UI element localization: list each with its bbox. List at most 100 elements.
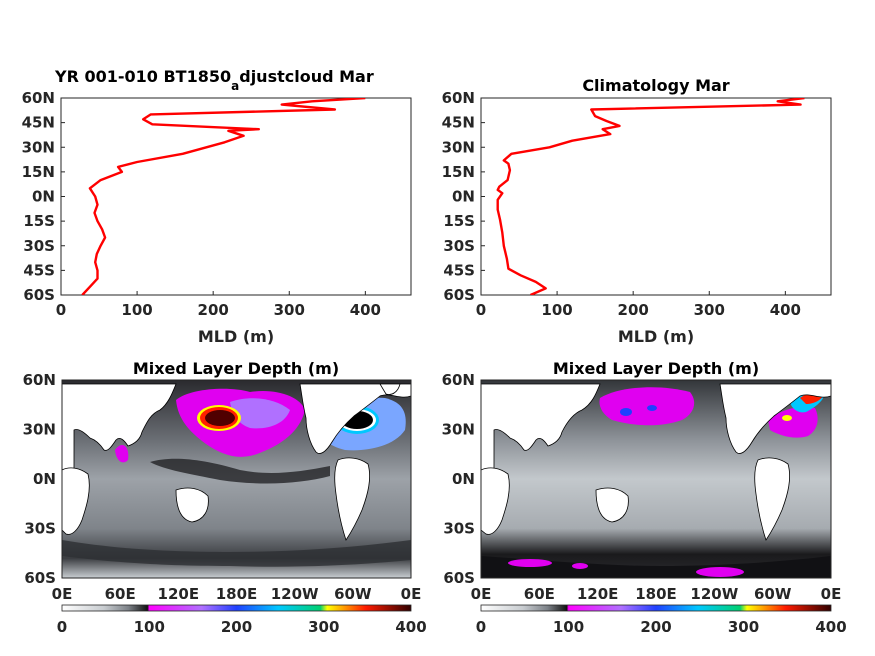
x-tick-label: 0 [476,301,486,319]
y-tick-label: 45S [443,261,475,279]
y-tick-label: 60S [443,286,475,304]
y-ticks-left: 60N 45N 30N 15N 0N 15S 30S 45S 60S [22,89,55,304]
colorbar-tick-label: 0 [476,618,486,636]
x-tick-label: 60W [334,585,372,603]
x-tick-label: 100 [541,301,572,319]
south-america-land [754,457,790,541]
colorbar-tick-label: 200 [640,618,671,636]
y-tick-label: 30S [23,237,55,255]
equatorial-dark-band [150,458,330,484]
y-tick-label: 0N [452,470,475,488]
north-america-land [299,383,411,454]
southern-magenta-patch [696,567,744,577]
x-tick-label: 120W [690,585,738,603]
x-tick-label: 0E [401,585,422,603]
map-axes-right [480,379,832,579]
y-tick-label: 60N [22,89,55,107]
map-y-ticks-left: 60N 30N 0N 30S 60S [23,371,56,587]
y-tick-label: 30S [24,520,56,538]
x-tick-label: 400 [350,301,381,319]
north-pacific-deep-patch [599,387,695,426]
x-tick-label: 60E [524,585,555,603]
australia-land [595,487,629,523]
north-atlantic-deep-patch [768,406,818,438]
africa-land [481,467,510,535]
map-y-ticks-right: 60N 30N 0N 30S 60S [442,371,475,587]
mld-profile-line-left [81,98,366,295]
africa-land [62,467,90,535]
tick-marks-left [60,97,366,296]
x-tick-label: 120E [577,585,619,603]
x-axis-label-right: MLD (m) [618,327,694,346]
y-tick-label: 15N [442,163,475,181]
y-tick-label: 45N [442,114,475,132]
tick-marks-right [480,97,786,296]
south-america-land [334,457,370,541]
map-title-right: Mixed Layer Depth (m) [553,359,759,378]
mld-profile-line-right [496,98,805,295]
eurasia-africa-land [481,383,601,501]
y-tick-label: 0N [32,188,55,206]
colorbar-tick-label: 100 [553,618,584,636]
north-pacific-purple-patch [230,398,290,429]
colorbar-tick-label: 400 [395,618,426,636]
colorbar-tick-label: 400 [815,618,846,636]
x-tick-label: 180E [216,585,258,603]
colorbar-left [61,604,412,612]
colorbar-right [480,604,832,612]
eurasia-africa-land [62,383,177,501]
map-panel-right: Mixed Layer Depth (m) 60N [442,359,847,636]
y-tick-label: 15S [23,212,55,230]
map-axes-left [61,379,412,579]
x-tick-label: 60E [105,585,136,603]
land-masses [481,383,831,541]
y-tick-label: 60S [443,569,475,587]
x-tick-label: 120E [158,585,200,603]
x-tick-label: 200 [198,301,229,319]
y-tick-label: 45N [22,114,55,132]
north-pacific-blue-spot [620,408,632,416]
x-tick-label: 300 [694,301,725,319]
map-x-ticks-right: 0E 60E 120E 180E 120W 60W 0E [471,585,842,603]
profile-panel-left: YR 001-010 BT1850adjustcloud Mar 60N 45N… [22,67,412,346]
x-tick-label: 60W [754,585,792,603]
profile-panel-right: Climatology Mar 60N 45N 30N 15N 0N 15S 3… [442,76,832,346]
y-tick-label: 15N [22,163,55,181]
y-tick-label: 60N [442,371,475,389]
north-pacific-blue-spot [647,405,657,411]
profile-axes-right [480,97,832,296]
greenland-land [379,383,401,395]
x-tick-label: 400 [770,301,801,319]
colorbar-ticks-right: 0 100 200 300 400 [476,618,847,636]
land-masses [62,383,411,541]
x-axis-label-left: MLD (m) [198,327,274,346]
map-x-ticks-left: 0E 60E 120E 180E 120W 60W 0E [52,585,422,603]
north-america-land [719,383,831,454]
colorbar-tick-label: 300 [728,618,759,636]
x-tick-label: 200 [618,301,649,319]
y-tick-label: 30N [442,138,475,156]
southern-magenta-patch [572,563,588,569]
x-tick-label: 120W [271,585,319,603]
y-tick-label: 15S [443,212,475,230]
x-tick-label: 0 [56,301,66,319]
colorbar-ticks-left: 0 100 200 300 400 [57,618,427,636]
y-tick-label: 30S [443,520,475,538]
y-tick-label: 0N [452,188,475,206]
y-tick-label: 45S [23,261,55,279]
y-tick-label: 30N [22,138,55,156]
southern-ocean-dark-band [62,540,411,567]
colorbar-tick-label: 200 [221,618,252,636]
colorbar-tick-label: 300 [308,618,339,636]
mld-heatmap-right [481,380,831,578]
profile-title-left: YR 001-010 BT1850adjustcloud Mar [54,67,374,93]
x-ticks-left: 0 100 200 300 400 [56,301,381,319]
y-tick-label: 60N [23,371,56,389]
x-ticks-right: 0 100 200 300 400 [476,301,801,319]
map-title-left: Mixed Layer Depth (m) [133,359,339,378]
profile-title-right: Climatology Mar [582,76,729,95]
y-tick-label: 30N [23,421,56,439]
y-tick-label: 30S [443,237,475,255]
y-tick-label: 60N [442,89,475,107]
